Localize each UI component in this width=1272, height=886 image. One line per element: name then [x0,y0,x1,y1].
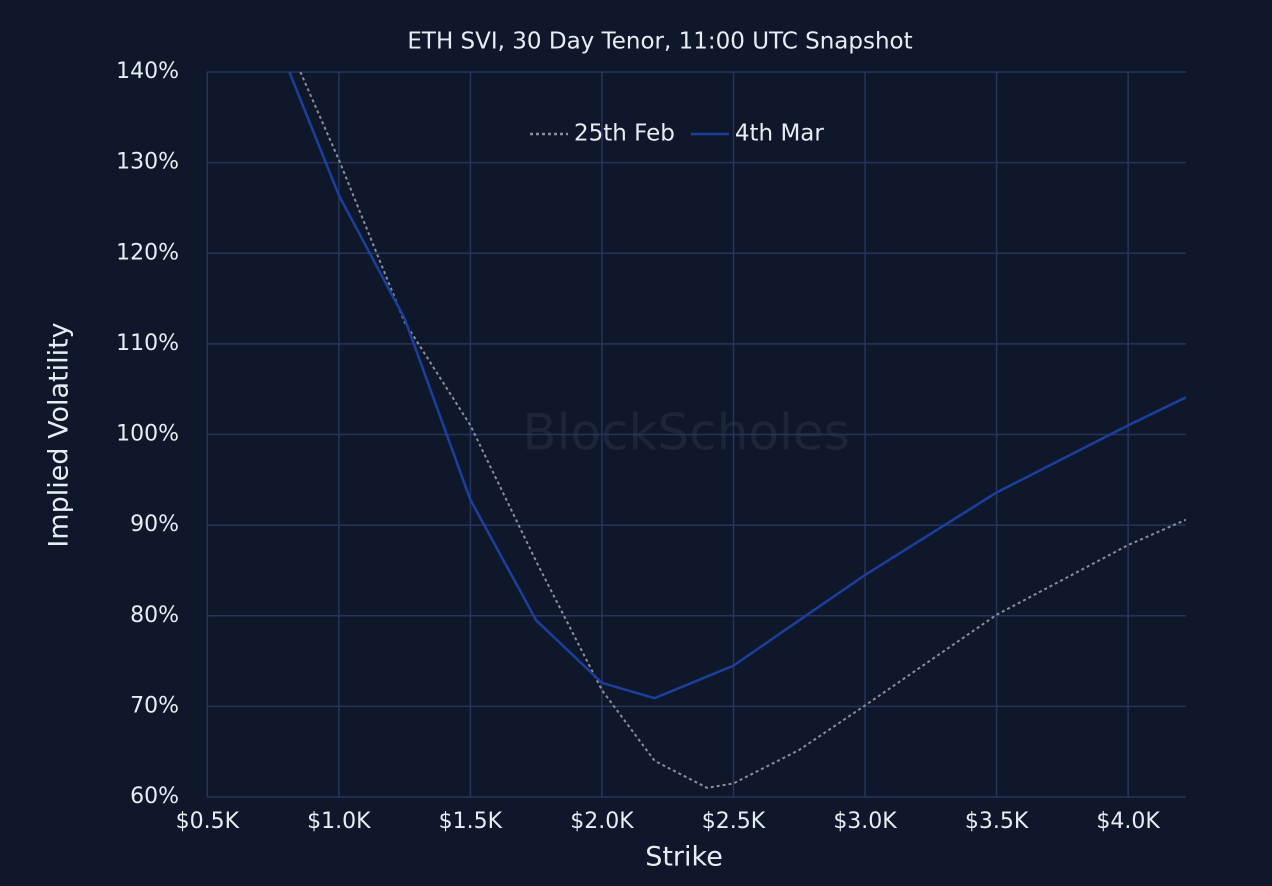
watermark: BlockScholes [522,404,849,462]
x-tick-label: $1.0K [307,809,371,834]
x-tick-label: $3.0K [833,809,897,834]
x-tick-label: $2.0K [570,809,634,834]
x-tick-label: $0.5K [176,809,240,834]
y-tick-label: 140% [116,59,179,84]
line [299,72,1186,789]
y-tick-label: 120% [116,240,179,265]
legend-label: 4th Mar [735,121,824,147]
y-axis-label: Implied Volatility [44,322,75,547]
line [288,72,1186,700]
y-tick-label: 70% [130,693,179,718]
y-tick-label: 90% [130,512,179,537]
x-tick-label: $1.5K [439,809,503,834]
x-tick-label: $3.5K [965,809,1029,834]
chart-title: ETH SVI, 30 Day Tenor, 11:00 UTC Snapsho… [407,29,912,55]
x-axis-label: Strike [645,842,723,873]
y-tick-label: 130% [116,150,179,175]
legend-label: 25th Feb [574,121,675,147]
y-tick-label: 110% [116,331,179,356]
y-tick-label: 80% [130,603,179,628]
y-tick-label: 60% [130,784,179,809]
x-tick-label: $4.0K [1096,809,1160,834]
y-tick-label: 100% [116,422,179,447]
x-tick-label: $2.5K [702,809,766,834]
